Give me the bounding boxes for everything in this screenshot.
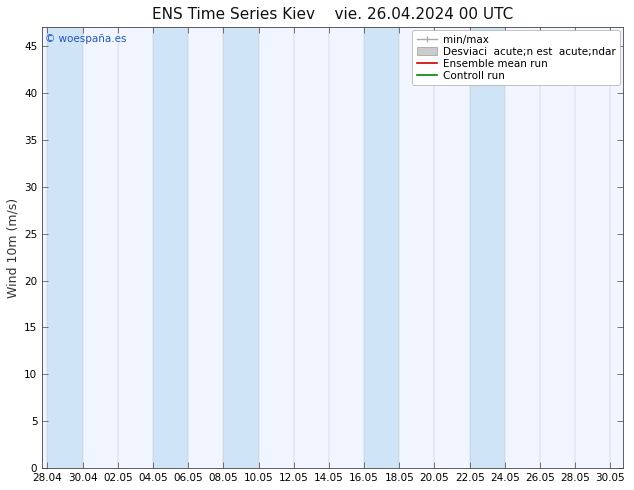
Title: ENS Time Series Kiev    vie. 26.04.2024 00 UTC: ENS Time Series Kiev vie. 26.04.2024 00 … (152, 7, 513, 22)
Bar (48, 27, 82, 468)
Y-axis label: Wind 10m (m/s): Wind 10m (m/s) (7, 197, 20, 298)
Bar (223, 27, 259, 468)
Bar (153, 27, 188, 468)
Bar (364, 27, 399, 468)
Legend: min/max, Desviaci  acute;n est  acute;ndar, Ensemble mean run, Controll run: min/max, Desviaci acute;n est acute;ndar… (412, 30, 619, 85)
Bar (470, 27, 505, 468)
Text: © woespaña.es: © woespaña.es (45, 34, 127, 44)
